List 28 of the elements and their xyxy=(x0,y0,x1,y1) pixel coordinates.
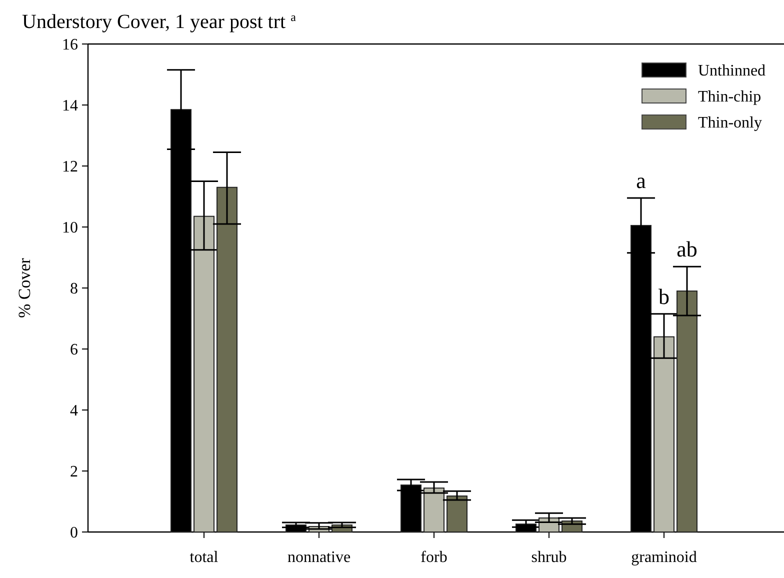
bar xyxy=(654,336,674,532)
bar xyxy=(446,496,468,532)
x-tick-label: graminoid xyxy=(631,549,697,566)
y-tick-label: 8 xyxy=(70,280,78,298)
bar xyxy=(424,488,444,532)
legend-label: Thin-chip xyxy=(698,88,762,106)
y-tick-label: 16 xyxy=(62,36,78,54)
y-tick-label: 14 xyxy=(62,98,78,115)
chart-title: Understory Cover, 1 year post trt $^{a}$ xyxy=(22,10,297,33)
y-axis-title: % Cover xyxy=(15,258,34,318)
y-tick-label: 6 xyxy=(70,342,78,359)
bar xyxy=(216,186,238,532)
y-tick-label: 2 xyxy=(70,464,78,481)
x-tick-label: forb xyxy=(420,549,448,566)
legend-label: Unthinned xyxy=(698,62,766,80)
annotation: ab xyxy=(676,236,698,262)
annotation: a xyxy=(636,168,646,194)
y-tick-label: 4 xyxy=(70,402,78,420)
y-tick-label: 10 xyxy=(62,220,78,237)
x-tick-label: nonnative xyxy=(287,549,351,566)
x-tick-label: total xyxy=(190,549,219,566)
bar xyxy=(676,290,698,532)
y-tick-label: 0 xyxy=(70,524,78,542)
x-tick-label: shrub xyxy=(531,549,567,566)
y-tick-label: 12 xyxy=(62,158,78,176)
annotation: b xyxy=(658,284,670,309)
legend-label: Thin-only xyxy=(698,114,762,132)
bar xyxy=(194,216,214,532)
